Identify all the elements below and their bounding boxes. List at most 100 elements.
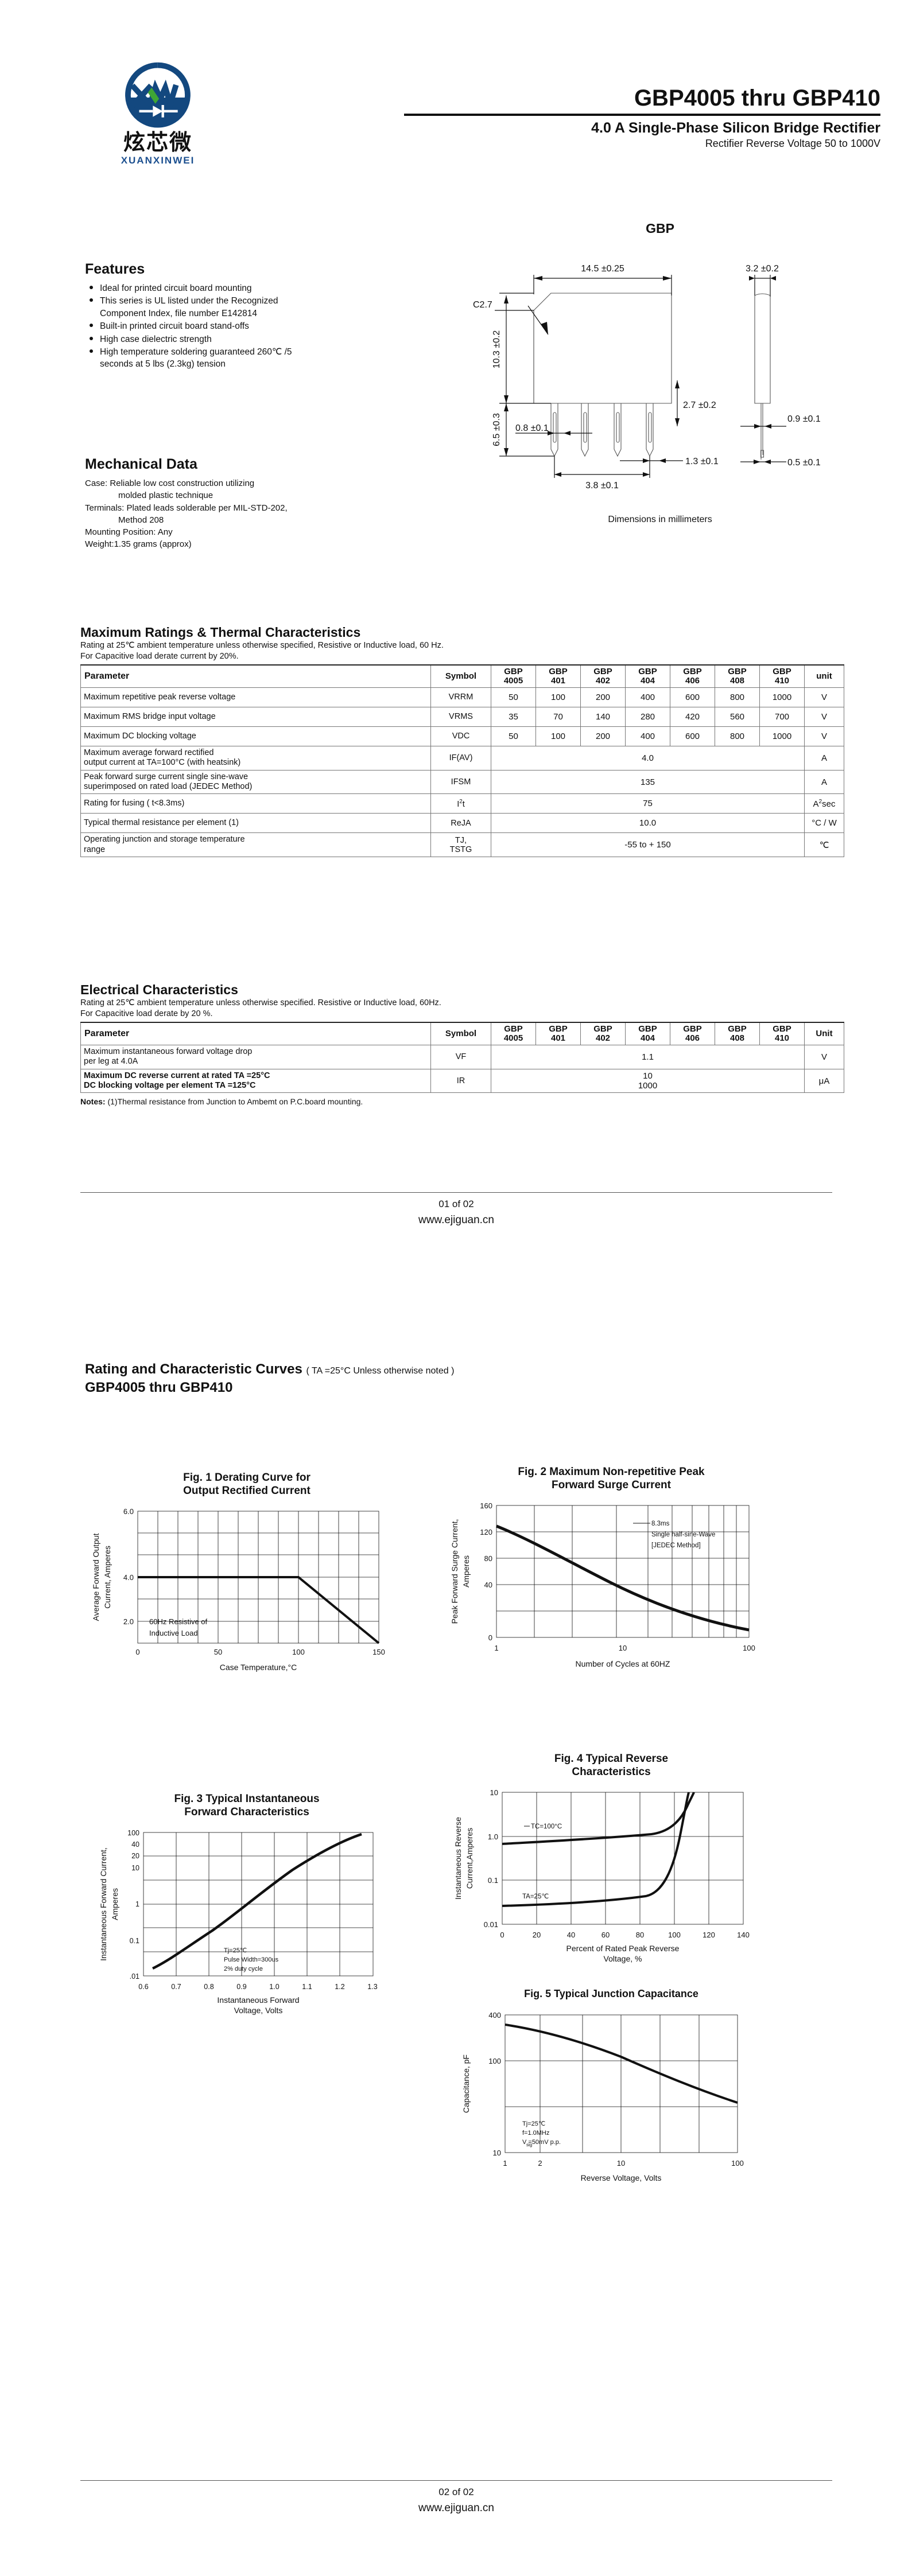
fig2-ytick: 0 — [488, 1633, 492, 1642]
fig4-xlabel: Percent of Rated Peak Reverse — [566, 1944, 680, 1953]
max-ratings-table: Parameter Symbol GBP 4005 GBP 401 GBP 402 G… — [80, 664, 844, 858]
table-row: Maximum DC blocking voltage VDC 50 100 2… — [80, 726, 844, 746]
company-logo: 炫芯微 XUANXINWEI — [100, 60, 215, 166]
cell-value: 400 — [625, 726, 670, 746]
website-url[interactable]: www.ejiguan.cn — [418, 2502, 495, 2514]
fig4-plot: 10 1.0 0.1 0.01 0 20 40 60 80 100 120 14… — [453, 1788, 750, 1963]
cell-value: 100 — [535, 726, 581, 746]
feature-text-cont: Component Index, file number E142814 — [100, 308, 258, 318]
bullet-icon — [90, 286, 93, 289]
figure-4: Fig. 4 Typical Reverse Characteristics 1… — [428, 1753, 795, 1970]
list-item: This series is UL listed under the Recog… — [85, 295, 355, 320]
cell-value: 200 — [580, 687, 626, 707]
dim-standoff: 2.7 ±0.2 — [683, 400, 716, 410]
fig3-ytick: .01 — [130, 1972, 139, 1980]
row-unit: °C / W — [804, 813, 844, 834]
figure-2: Fig. 2 Maximum Non-repetitive Peak Forwa… — [428, 1466, 795, 1683]
col-device-3: GBP 404 — [625, 664, 670, 688]
col-parameter: Parameter — [80, 664, 431, 688]
fig4-xtick: 120 — [703, 1931, 715, 1939]
table-row: Rating for fusing ( t<8.3ms) I2t 75 A2se… — [80, 793, 844, 814]
cell-value: 600 — [670, 687, 715, 707]
page-number: 01 of 02 — [438, 1198, 474, 1209]
electrical-heading: Electrical Characteristics — [80, 982, 238, 997]
cell-value: 200 — [580, 726, 626, 746]
col-device-1: GBP 401 — [535, 664, 581, 688]
col-device-0: GBP 4005 — [491, 664, 536, 688]
dim-lead-pitch: 0.8 ±0.1 — [515, 423, 549, 433]
cell-value: 560 — [715, 706, 760, 727]
cell-value: 100 — [535, 687, 581, 707]
row-parameter: Peak forward surge current single sine-w… — [80, 769, 431, 795]
fig3-title: Fig. 3 Typical Instantaneous Forward Cha… — [174, 1793, 320, 1818]
bullet-icon — [90, 336, 93, 340]
cell-value: 140 — [580, 706, 626, 727]
row-symbol: IFSM — [430, 769, 491, 795]
fig1-title: Fig. 1 Derating Curve for Output Rectifi… — [183, 1472, 311, 1497]
fig3-ytick: 40 — [131, 1840, 139, 1849]
max-ratings-sub: Rating at 25℃ ambient temperature unless… — [80, 640, 832, 661]
col-device-0: GBP 4005 — [491, 1022, 536, 1045]
feature-text: High case dielectric strength — [100, 334, 212, 344]
cell-value-span: 135 — [491, 769, 805, 795]
table-row: Peak forward surge current single sine-w… — [80, 769, 844, 795]
features-section: Features Ideal for printed circuit board… — [85, 261, 355, 371]
fig5-xtick: 100 — [731, 2159, 744, 2168]
package-drawing: GBP — [442, 221, 878, 542]
page-header: 炫芯微 XUANXINWEI GBP4005 thru GBP410 4.0 A… — [0, 0, 912, 172]
website-url[interactable]: www.ejiguan.cn — [418, 1214, 495, 1226]
fig1-xtick: 150 — [372, 1648, 385, 1656]
page-1-footer: 01 of 02 www.ejiguan.cn — [80, 1192, 832, 1227]
row-parameter: Maximum average forward rectified output… — [80, 745, 431, 771]
fig2-annotation: [JEDEC Method] — [651, 1542, 701, 1549]
page-2: Rating and Characteristic Curves ( TA =2… — [0, 1288, 912, 2576]
row-unit: μA — [804, 1068, 844, 1094]
cell-value: 700 — [759, 706, 805, 727]
fig4-annotation: TA=25℃ — [522, 1893, 549, 1900]
fig5-xlabel: Reverse Voltage, Volts — [581, 2173, 662, 2182]
page-1: 炫芯微 XUANXINWEI GBP4005 thru GBP410 4.0 A… — [0, 0, 912, 1227]
curves-heading: Rating and Characteristic Curves ( TA =2… — [85, 1361, 455, 1377]
dim-side-lead-w: 0.5 ±0.1 — [787, 458, 821, 468]
fig3-plot: 100 40 20 10 1 0.1 .01 0.6 0.7 0.8 0.9 1… — [99, 1829, 378, 2015]
row-unit: V — [804, 706, 844, 727]
fig5-annotation: V =50mV p.p. — [522, 2139, 561, 2146]
row-parameter: Maximum DC blocking voltage — [80, 726, 431, 746]
fig3-xlabel: Instantaneous Forward — [217, 1995, 299, 2005]
fig5-plot: 400 100 10 1 2 10 100 Tj=25℃ f=1.0MHz V … — [461, 2011, 744, 2182]
fig5-annotation: Tj=25℃ — [522, 2120, 545, 2127]
notes-label: Notes: — [80, 1097, 106, 1107]
fig4-xtick: 80 — [636, 1931, 644, 1939]
mechanical-line: molded plastic technique — [118, 491, 214, 501]
fig2-xtick: 100 — [743, 1644, 755, 1652]
row-unit: V — [804, 726, 844, 746]
company-name-en: XUANXINWEI — [121, 155, 195, 166]
table-row: Typical thermal resistance per element (… — [80, 813, 844, 834]
feature-text: Built-in printed circuit board stand-off… — [100, 321, 249, 332]
col-symbol: Symbol — [430, 1022, 491, 1045]
electrical-sub1: Rating at 25℃ ambient temperature unless… — [80, 998, 441, 1008]
cell-value: 1000 — [759, 687, 805, 707]
notes-text: (1)Thermal resistance from Junction to A… — [107, 1097, 363, 1107]
fig4-ytick: 0.01 — [484, 1920, 498, 1929]
page2-title-block: Rating and Characteristic Curves ( TA =2… — [85, 1361, 831, 1396]
table-header-row: Parameter Symbol GBP 4005 GBP 401 GBP 402 G… — [80, 1022, 844, 1045]
row-symbol: VRMS — [430, 706, 491, 727]
fig3-xtick: 0.7 — [171, 1983, 181, 1991]
col-device-5: GBP 408 — [715, 1022, 760, 1045]
header-titles: GBP4005 thru GBP410 4.0 A Single-Phase S… — [404, 86, 880, 150]
row-symbol: VRRM — [430, 687, 491, 707]
table-header-row: Parameter Symbol GBP 4005 GBP 401 GBP 402 G… — [80, 664, 844, 688]
dim-total-height: 6.5 ±0.3 — [492, 413, 502, 446]
fig3-xtick: 1.2 — [335, 1983, 344, 1991]
drawing-caption: Dimensions in millimeters — [608, 515, 712, 524]
header-subtitle-1: 4.0 A Single-Phase Silicon Bridge Rectif… — [591, 120, 880, 136]
fig4-xtick: 0 — [500, 1931, 504, 1939]
fig1-ylabel: Average Forward Output — [91, 1533, 100, 1621]
fig1-annotation: Inductive Load — [149, 1629, 198, 1637]
row-symbol: IR — [430, 1068, 491, 1094]
fig5-ytick: 400 — [488, 2011, 501, 2019]
fig1-xtick: 100 — [292, 1648, 305, 1656]
fig3-xtick: 1.3 — [367, 1983, 377, 1991]
row-unit: ℃ — [804, 832, 844, 858]
